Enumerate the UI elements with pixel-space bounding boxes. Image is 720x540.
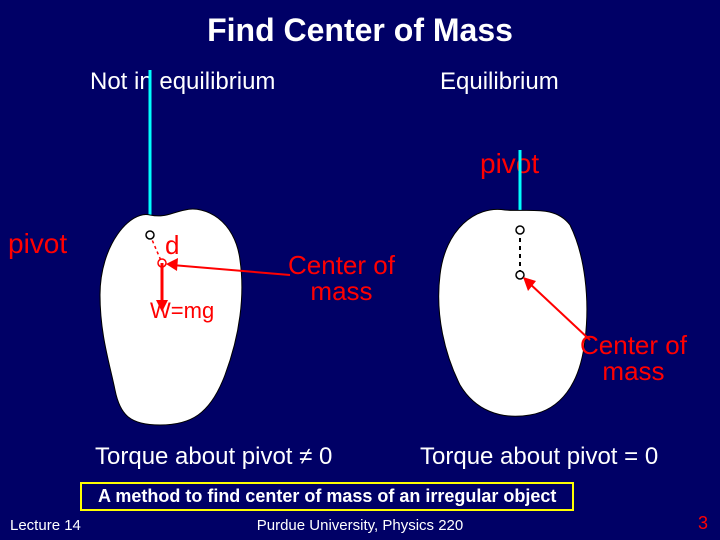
label-com-left: Center ofmass [288,252,395,304]
right-diagram [430,200,600,440]
footer-page-number: 3 [698,513,708,534]
pivot-point-right [516,226,524,234]
pivot-point-left [146,231,154,239]
label-com-right: Center ofmass [580,332,687,384]
pivot-label-right: pivot [480,148,539,180]
pivot-label-left: pivot [8,228,67,260]
label-wmg: W=mg [150,298,214,324]
method-note-box: A method to find center of mass of an ir… [80,482,574,511]
page-title: Find Center of Mass [0,0,720,49]
subtitle-right: Equilibrium [440,68,559,96]
subtitle-left: Not in equilibrium [90,68,275,96]
com-point-right [516,271,524,279]
torque-left: Torque about pivot ≠ 0 [95,443,332,471]
footer-university: Purdue University, Physics 220 [0,517,720,534]
torque-right: Torque about pivot = 0 [420,443,658,471]
label-d: d [165,230,179,261]
irregular-shape-right [439,209,587,416]
